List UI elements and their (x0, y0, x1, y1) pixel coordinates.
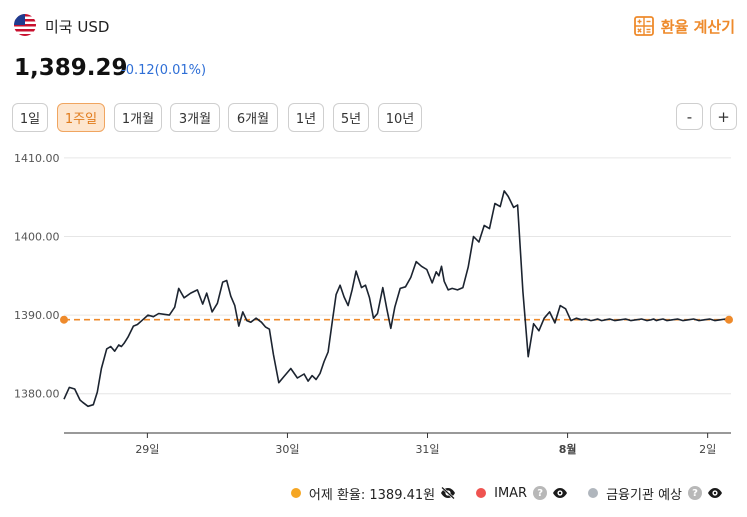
x-tick-label: 31일 (415, 442, 439, 456)
imar-dot (476, 488, 487, 498)
x-tick-label: 29일 (135, 442, 159, 456)
chart-legend: 어제 환율: 1389.41원 IMAR ? 금융기관 예상 ? (271, 484, 723, 503)
legend-yesterday: 어제 환율: 1389.41원 (290, 484, 456, 503)
period-10y-button[interactable]: 10년 (378, 103, 422, 132)
help-icon[interactable]: ? (533, 486, 548, 500)
legend-bank-label: 금융기관 예상 (606, 487, 682, 503)
calculator-button[interactable]: 환율 계산기 (633, 14, 735, 38)
period-3m-button[interactable]: 3개월 (170, 103, 220, 132)
currency-name: 미국 USD (45, 18, 110, 36)
period-1d-button[interactable]: 1일 (12, 103, 48, 132)
y-tick-label: 1400.00 (14, 230, 60, 243)
x-tick-label: 8월 (559, 442, 577, 456)
y-tick-label: 1410.00 (14, 152, 60, 165)
period-1m-button[interactable]: 1개월 (114, 103, 162, 132)
legend-bank: 금융기관 예상 ? (588, 484, 723, 503)
yesterday-start-dot (60, 315, 68, 324)
period-1w-button[interactable]: 1주일 (57, 103, 105, 132)
header: 미국 USD 환율 계산기 (14, 12, 735, 42)
zoom-out-button[interactable]: - (676, 103, 703, 130)
yesterday-end-dot (725, 315, 733, 324)
calculator-icon (633, 16, 654, 36)
eye-off-icon[interactable] (440, 487, 456, 499)
x-tick-label: 2일 (699, 442, 716, 456)
period-1y-button[interactable]: 1년 (288, 103, 324, 132)
zoom-in-button[interactable]: + (710, 103, 737, 130)
y-tick-label: 1380.00 (14, 388, 60, 401)
calculator-label: 환율 계산기 (660, 17, 735, 36)
eye-icon[interactable] (707, 487, 723, 499)
y-tick-label: 1390.00 (14, 309, 60, 322)
period-6m-button[interactable]: 6개월 (228, 103, 278, 132)
us-flag-icon (14, 14, 36, 36)
exchange-rate-chart[interactable]: 1410.00 1400.00 1390.00 1380.00 29일 30일 31일 8월 2… (0, 150, 747, 460)
period-5y-button[interactable]: 5년 (333, 103, 369, 132)
help-icon[interactable]: ? (688, 486, 702, 500)
yesterday-dot (290, 488, 301, 498)
current-rate: 1,389.29 (14, 55, 128, 81)
legend-yesterday-label: 어제 환율: 1389.41원 (308, 487, 436, 503)
x-tick-label: 30일 (275, 442, 299, 456)
rate-change: -0.12(0.01%) (121, 63, 207, 78)
rate-series-line (63, 190, 732, 408)
eye-icon[interactable] (552, 487, 568, 499)
legend-imar-label: IMAR (494, 485, 528, 501)
bank-dot (588, 488, 599, 498)
legend-imar: IMAR ? (476, 486, 568, 501)
